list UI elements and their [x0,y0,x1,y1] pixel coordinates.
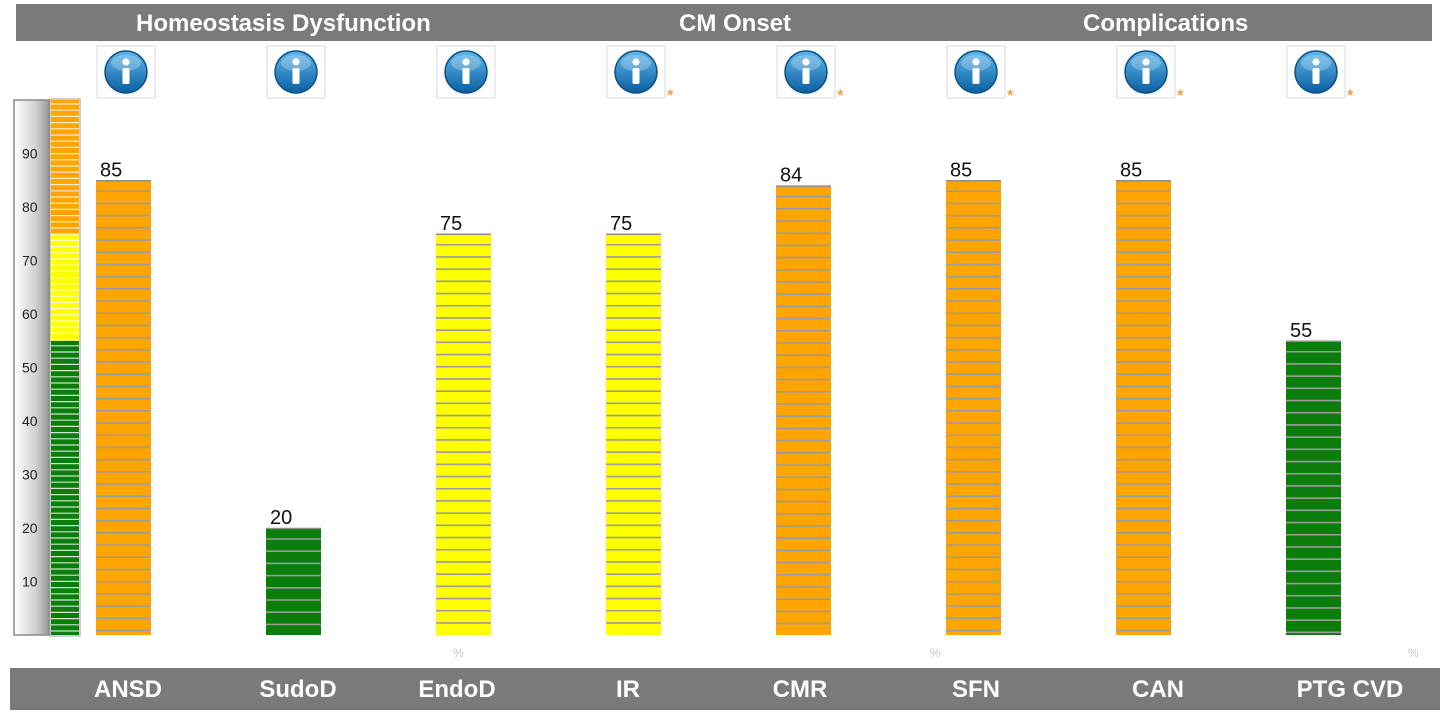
asterisk-marker: * [1347,86,1354,105]
bar-rect [436,233,491,635]
info-icon[interactable] [96,45,156,99]
y-scale-column [13,99,50,636]
y-tick-label: 20 [22,520,38,536]
info-icon-stem [462,68,470,84]
category-label-sfn: SFN [952,676,1000,703]
info-icon[interactable] [266,45,326,99]
asterisk-marker: * [837,86,844,105]
data-label: 75 [440,213,462,235]
info-icon-dot [462,58,470,66]
y-tick-label: 90 [22,146,38,162]
y-tick-label: 60 [22,306,38,322]
category-label-endod: EndoD [418,676,496,703]
bar-cmr: 84 [776,165,831,635]
color-scale-frame [49,98,81,637]
info-icon-stem [632,68,640,84]
info-icon[interactable] [436,45,496,99]
asterisk-marker: * [1007,86,1014,105]
header-bar: Homeostasis Dysfunction CM Onset Complic… [16,4,1432,41]
data-label: 85 [1120,159,1142,181]
header-complications: Complications [1083,10,1249,37]
bars: 85 20 75 75 84 85 85 55 [96,159,1341,635]
category-label-ansd: ANSD [93,676,163,703]
bar-can: 85 [1116,159,1171,635]
y-axis-scale: 10 20 30 40 50 60 70 80 90%%% [13,98,1419,660]
y-tick-label: 80 [22,199,38,215]
category-label-cmr: CMR [772,676,828,703]
percent-marker: % [453,646,464,660]
y-tick-label: 30 [22,467,38,483]
info-icon-stem [972,68,980,84]
bar-rect [946,180,1001,635]
bar-ir: 75 [606,213,661,635]
info-icon-dot [122,58,130,66]
info-icon-dot [1312,58,1320,66]
data-label: 84 [780,165,802,187]
data-label: 75 [610,213,632,235]
bar-rect [606,233,661,635]
info-icon-stem [1312,68,1320,84]
data-label: 55 [1290,320,1312,342]
bar-rect [776,185,831,635]
y-tick-label: 50 [22,360,38,376]
info-icon[interactable] [606,45,666,99]
percent-marker: % [930,646,941,660]
data-label: 85 [950,159,972,181]
info-icon-stem [802,68,810,84]
category-label-ir: IR [616,676,640,703]
bar-endod: 75 [436,213,491,635]
info-icon-dot [972,58,980,66]
category-label-ptg-cvd: PTG CVD [1296,676,1404,703]
info-icon-dot [802,58,810,66]
category-label-can: CAN [1132,676,1184,703]
category-label-sudod: SudoD [259,676,337,703]
bar-sfn: 85 [946,159,1001,635]
y-tick-label: 10 [22,574,38,590]
info-icon-stem [292,68,300,84]
info-icon-dot [292,58,300,66]
bar-rect [1286,340,1341,635]
bar-ansd: 85 [96,159,151,635]
info-icon-dot [1142,58,1150,66]
bar-rect [96,180,151,635]
bar-rect [1116,180,1171,635]
bar-ptg-cvd: 55 [1286,320,1341,635]
y-tick-label: 70 [22,253,38,269]
scale-orange-zone [51,100,79,234]
data-label: 85 [100,159,122,181]
info-icon-stem [1142,68,1150,84]
info-icon[interactable] [1286,45,1346,99]
footer-bar: ANSD SudoD EndoD IR CMR SFN CAN PTG CVD [10,668,1440,710]
y-tick-label: 40 [22,413,38,429]
data-label: 20 [270,507,292,529]
header-homeostasis-dysfunction: Homeostasis Dysfunction [136,10,431,37]
info-icon[interactable] [776,45,836,99]
asterisk-marker: * [1177,86,1184,105]
info-icon[interactable] [1116,45,1176,99]
info-icon-stem [122,68,130,84]
header-cm-onset: CM Onset [679,10,792,37]
info-icon[interactable] [946,45,1006,99]
info-icon-dot [632,58,640,66]
percent-marker: % [1408,646,1419,660]
bar-sudod: 20 [266,507,321,635]
bar-rect [266,528,321,635]
asterisk-marker: * [667,86,674,105]
info-icons: * * * * * [96,45,1354,105]
scale-yellow-zone [51,233,79,341]
